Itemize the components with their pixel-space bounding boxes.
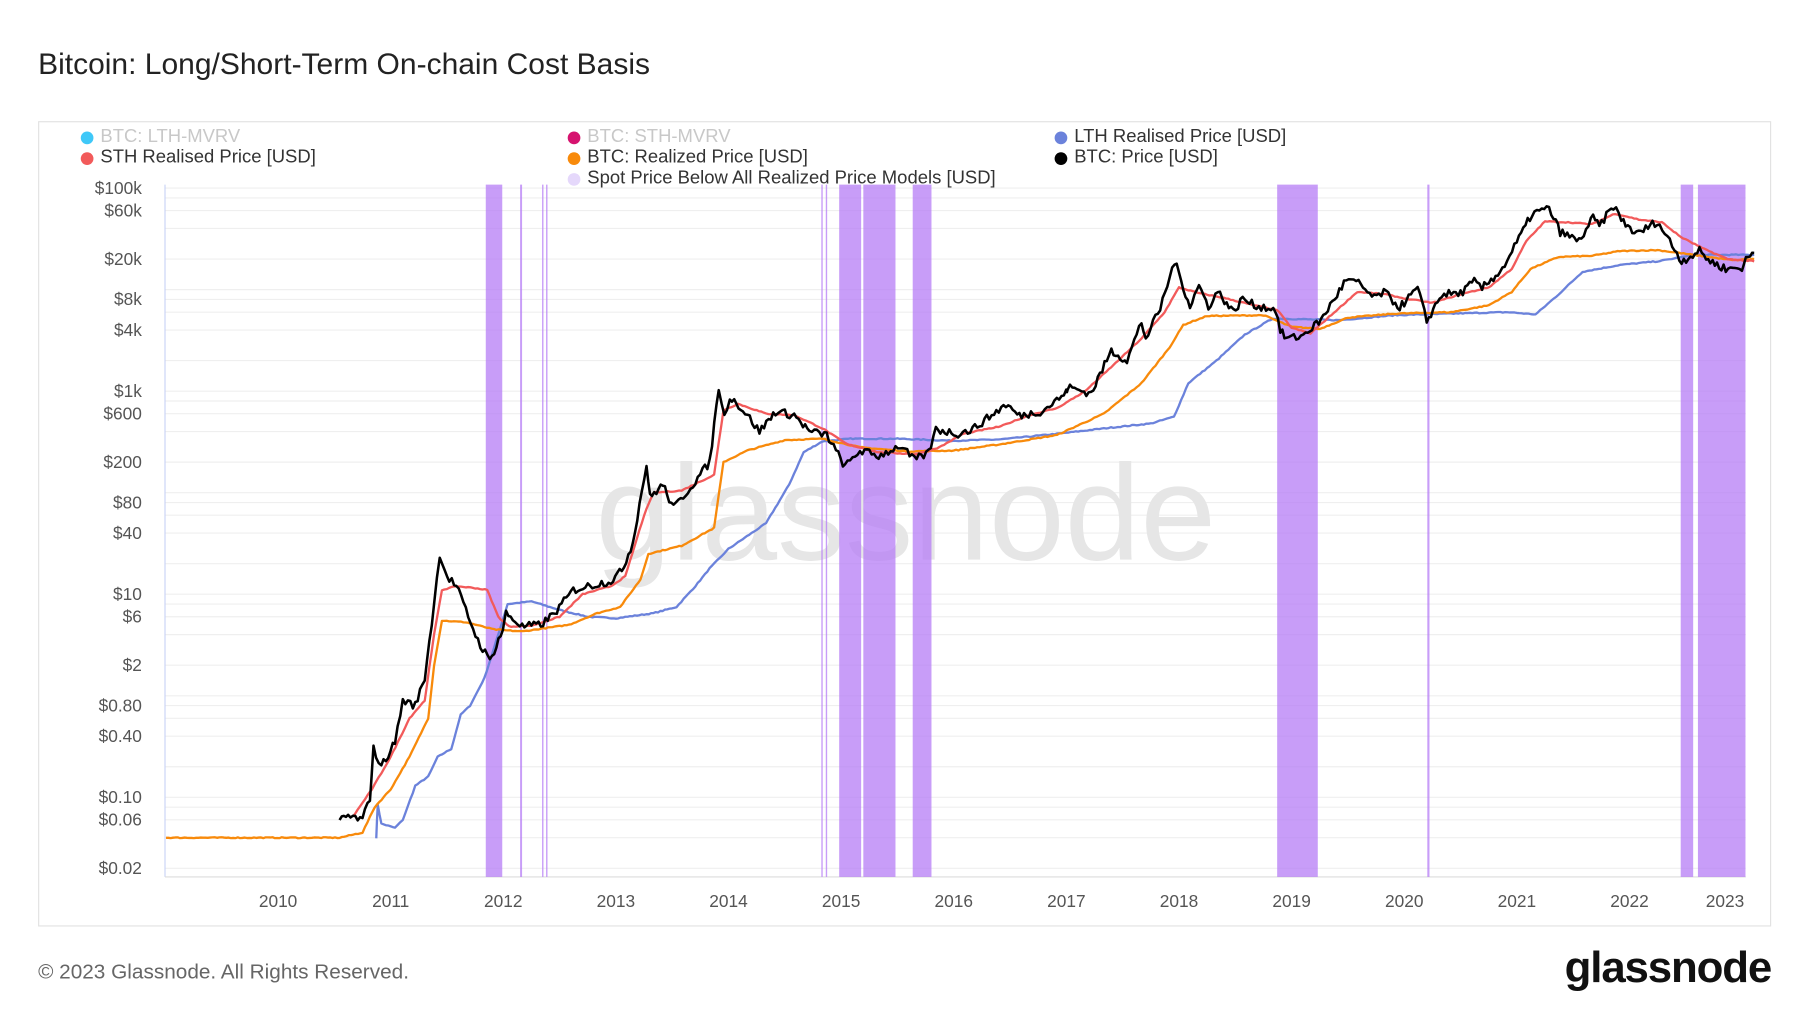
y-tick-label: $8k	[114, 289, 142, 309]
x-tick-label: 2012	[484, 891, 522, 911]
shaded-period	[520, 184, 523, 877]
legend-dot-icon	[1054, 130, 1068, 144]
y-tick-label: $40	[113, 523, 142, 543]
series-line-btc-price-usd	[338, 205, 1755, 822]
legend-item[interactable]: Spot Price Below All Realized Price Mode…	[567, 168, 996, 189]
shaded-period	[839, 184, 862, 877]
y-tick-label: $10	[113, 584, 142, 604]
legend-dot-icon	[1054, 151, 1068, 165]
shaded-period	[485, 184, 503, 877]
legend-label: BTC: Realized Price [USD]	[587, 147, 808, 168]
chart-frame	[38, 121, 1772, 927]
y-tick-label: $1k	[114, 381, 142, 401]
series-line-btc-realized-price-usd	[166, 248, 1755, 840]
legend-item[interactable]: BTC: Price [USD]	[1054, 147, 1218, 169]
x-tick-label: 2017	[1047, 891, 1085, 911]
y-tick-label: $0.80	[99, 695, 142, 715]
y-tick-label: $0.06	[99, 810, 142, 830]
x-tick-label: 2011	[372, 891, 409, 911]
y-tick-label: $20k	[104, 249, 142, 269]
y-tick-label: $100k	[95, 178, 142, 198]
y-tick-label: $0.10	[99, 787, 142, 807]
x-tick-label: 2018	[1160, 891, 1198, 911]
x-tick-label: 2020	[1385, 891, 1423, 911]
shaded-period	[546, 184, 548, 877]
x-tick-label: 2013	[597, 891, 635, 911]
legend-label: LTH Realised Price [USD]	[1074, 126, 1287, 147]
legend-label: Spot Price Below All Realized Price Mode…	[587, 168, 996, 189]
series-line-sth-realised-price-usd	[352, 212, 1755, 818]
shaded-period	[825, 184, 828, 877]
x-tick-label: 2015	[822, 891, 860, 911]
legend-item[interactable]: LTH Realised Price [USD]	[1054, 126, 1287, 148]
legend-dot-icon	[567, 130, 581, 144]
x-tick-label: 2014	[709, 891, 748, 911]
copyright-footer: © 2023 Glassnode. All Rights Reserved.	[38, 959, 409, 984]
shaded-period	[1697, 184, 1746, 877]
legend-label: BTC: STH-MVRV	[587, 126, 731, 147]
y-tick-label: $80	[113, 492, 142, 512]
x-tick-label: 2010	[259, 891, 297, 911]
y-tick-label: $6	[123, 607, 142, 627]
legend-dot-icon	[567, 151, 581, 165]
legend-label: BTC: LTH-MVRV	[100, 126, 241, 147]
y-tick-label: $60k	[104, 200, 142, 220]
shaded-period	[1427, 184, 1430, 877]
glassnode-logo: glassnode	[1564, 943, 1773, 993]
x-tick-label: 2019	[1272, 891, 1310, 911]
shaded-period	[863, 184, 896, 877]
legend-dot-icon	[80, 130, 94, 144]
legend-label: BTC: Price [USD]	[1074, 147, 1218, 168]
x-tick-label: 2022	[1610, 891, 1648, 911]
legend-dot-icon	[567, 172, 581, 186]
page-title: Bitcoin: Long/Short-Term On-chain Cost B…	[38, 46, 651, 81]
y-tick-label: $4k	[114, 320, 142, 340]
x-tick-label: 2023	[1706, 891, 1744, 911]
y-tick-label: $0.02	[99, 858, 142, 878]
y-tick-label: $0.40	[99, 726, 142, 746]
shaded-period	[1680, 184, 1694, 877]
y-tick-label: $2	[123, 655, 142, 675]
x-tick-label: 2016	[935, 891, 973, 911]
y-tick-label: $200	[103, 452, 141, 472]
shaded-period	[821, 184, 823, 877]
shaded-period	[912, 184, 932, 877]
shaded-period	[1277, 184, 1318, 877]
legend-item[interactable]: BTC: Realized Price [USD]	[567, 147, 808, 169]
legend-item[interactable]: BTC: LTH-MVRV	[80, 126, 241, 148]
y-tick-label: $600	[103, 403, 141, 423]
legend-label: STH Realised Price [USD]	[100, 147, 316, 168]
x-tick-label: 2021	[1498, 891, 1536, 911]
legend-item[interactable]: STH Realised Price [USD]	[80, 147, 316, 169]
shaded-period	[542, 184, 544, 877]
legend-dot-icon	[80, 151, 94, 165]
watermark: glassnode	[595, 437, 1216, 589]
legend-item[interactable]: BTC: STH-MVRV	[567, 126, 731, 148]
